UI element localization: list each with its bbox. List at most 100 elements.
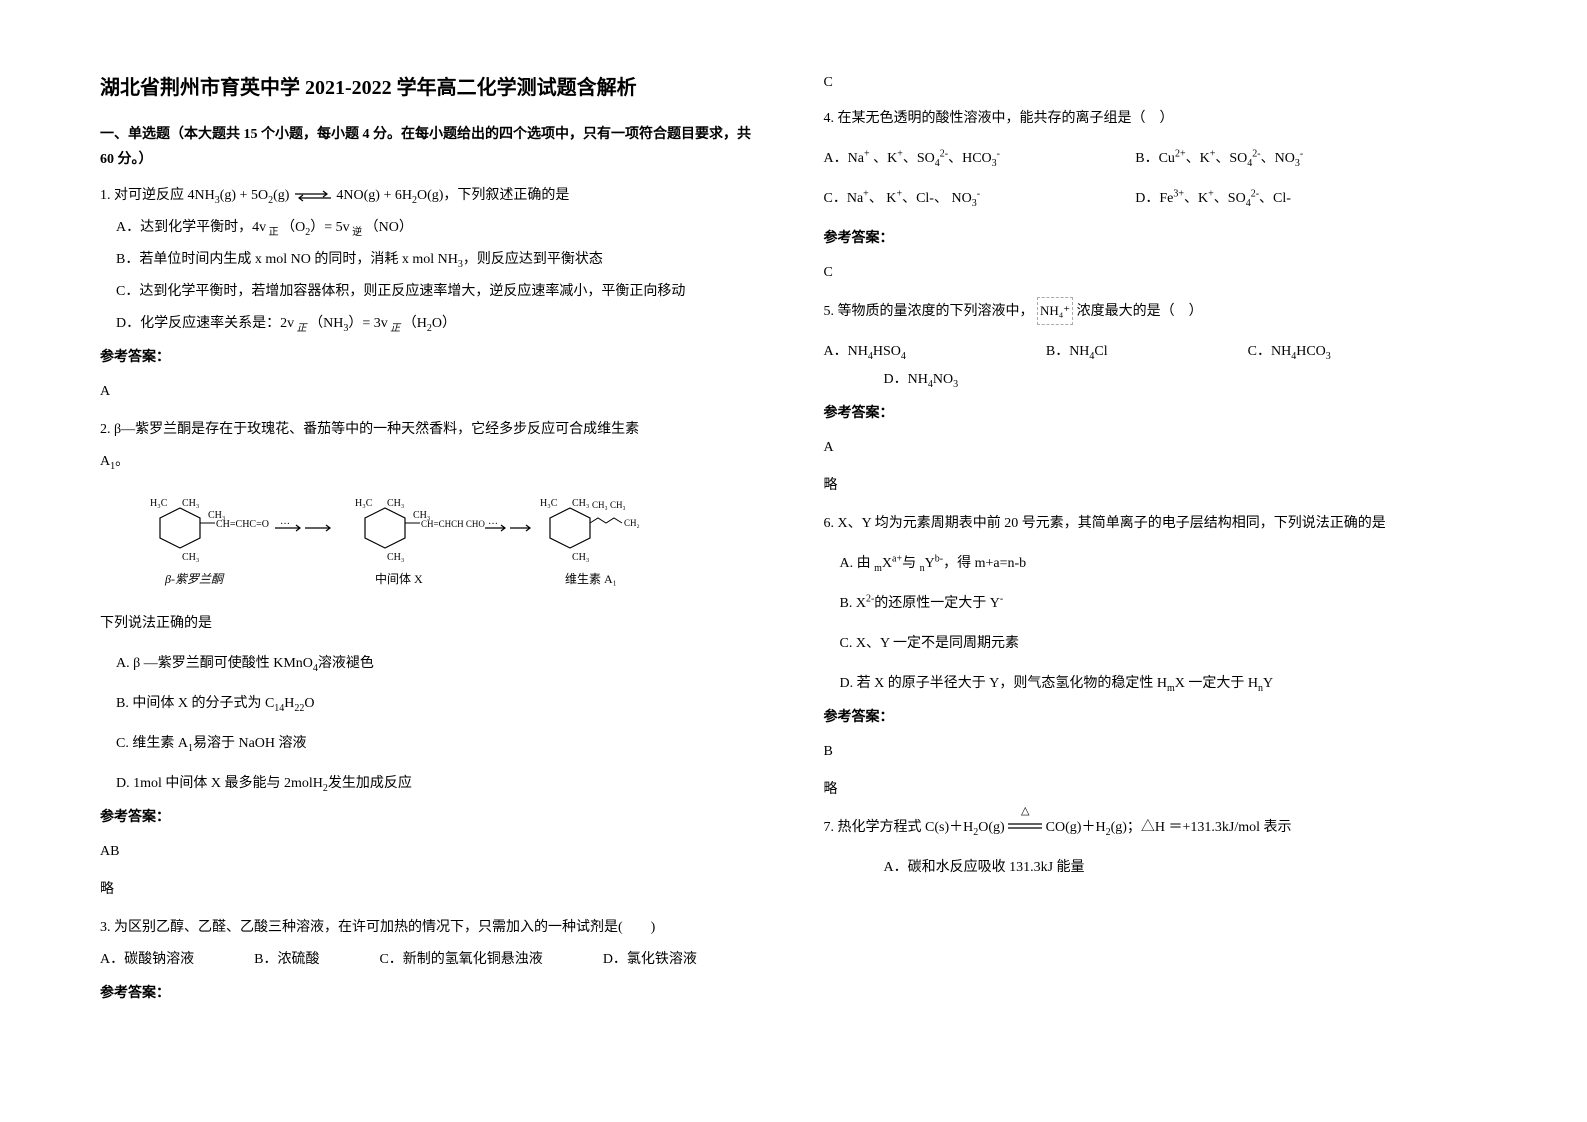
delta-symbol: △ [1008,800,1042,822]
q1-option-c: C．达到化学平衡时，若增加容器体积，则正反应速率增大，逆反应速率减小，平衡正向移… [116,278,764,306]
q2-prompt: 下列说法正确的是 [100,610,764,638]
q5-option-d: D．NH4NO3 [884,366,1488,394]
q2-reaction-diagram: H₃C CH₃ CH₃ CH=CHC=O CH₃ β-紫罗兰酮 … [120,488,764,598]
text: D. 若 X 的原子半径大于 Y，则气态氢化物的稳定性 H [840,676,1167,691]
text: C．NH [1248,344,1292,359]
question-4: 4. 在某无色透明的酸性溶液中，能共存的离子组是（ ） A．Na+ 、K+、SO… [824,105,1488,287]
text: 4NO(g) + 6H [336,188,412,203]
q1-option-a: A．达到化学平衡时，4v 正 （O2）= 5v 逆 （NO） [116,214,764,242]
text: ）= 3v [348,316,387,331]
text: D. 1mol 中间体 X 最多能与 2molH [116,776,323,791]
q3-options: A．碳酸钠溶液 B．浓硫酸 C．新制的氢氧化铜悬浊液 D．氯化铁溶液 [100,946,764,974]
svg-text:CH=CHCH CHO: CH=CHCH CHO [421,519,485,529]
svg-text:CH₃: CH₃ [182,498,199,509]
text: 5. 等物质的量浓度的下列溶液中， [824,304,1034,319]
text: 易溶于 NaOH 溶液 [193,736,307,751]
q4-option-c: C．Na+、 K+、Cl-、 NO3- [824,185,1136,213]
text: Y [1263,676,1273,691]
text: 、Cl-、 NO [902,191,972,206]
q2-answer: AB [100,838,764,866]
text: （NH [309,316,343,331]
svg-text:CH₃: CH₃ [387,498,404,509]
text: H [284,696,294,711]
q4-stem: 4. 在某无色透明的酸性溶液中，能共存的离子组是（ ） [824,105,1488,133]
answer-label: 参考答案： [824,400,1488,428]
svg-text:CH₃: CH₃ [592,500,608,510]
q2-brief: 略 [100,876,764,904]
q2-stem-line1: 2. β—紫罗兰酮是存在于玫瑰花、番茄等中的一种天然香料，它经多步反应可合成维生… [100,416,764,444]
q5-option-a: A．NH4HSO4 [824,338,906,366]
q2-option-b: B. 中间体 X 的分子式为 C14H22O [116,690,764,718]
q7-stem: 7. 热化学方程式 C(s)＋H2O(g) △ CO(g)＋H2(g)；△H ＝… [824,814,1488,842]
text: Cl [1094,344,1107,359]
text: 7. 热化学方程式 C(s)＋H [824,820,974,835]
q1-option-d: D．化学反应速率关系是：2v 正 （NH3）= 3v 正 （H2O） [116,310,764,338]
q6-option-a: A. 由 mXa+与 nYb-，得 m+a=n-b [840,550,1488,578]
q2-option-a: A. β —紫罗兰酮可使酸性 KMnO4溶液褪色 [116,650,764,678]
text: 的还原性一定大于 Y [874,596,1000,611]
question-1: 1. 对可逆反应 4NH3(g) + 5O2(g) 4NO(g) + 6H2O(… [100,182,764,406]
q4-option-a: A．Na+ 、K+、SO42-、HCO3- [824,145,1136,173]
text: A [100,454,110,469]
svg-text:CH₃: CH₃ [572,498,589,509]
svg-text:H₃C: H₃C [540,498,558,509]
heat-condition-icon: △ [1008,814,1042,842]
q6-answer: B [824,738,1488,766]
text: 、K [1186,151,1210,166]
text: （H [403,316,427,331]
text: 发生加成反应 [328,776,412,791]
text: ）= 5v [310,220,349,235]
text: B. X [840,596,866,611]
text: 与 [902,556,920,571]
svg-text:H₃C: H₃C [150,498,168,509]
text: Y [925,556,935,571]
text: （O [281,220,305,235]
q3-answer: C [824,70,1488,95]
text: A．NH [824,344,868,359]
q5-stem: 5. 等物质的量浓度的下列溶液中， NH₄⁺ 浓度最大的是（ ） [824,297,1488,326]
question-7: 7. 热化学方程式 C(s)＋H2O(g) △ CO(g)＋H2(g)；△H ＝… [824,814,1488,882]
svg-text:CH₃: CH₃ [610,500,626,510]
text: 、 K [869,191,897,206]
q3-option-c: C．新制的氢氧化铜悬浊液 [379,946,542,974]
text: C. 维生素 A [116,736,188,751]
answer-label: 参考答案： [100,344,764,372]
question-5: 5. 等物质的量浓度的下列溶液中， NH₄⁺ 浓度最大的是（ ） A．NH4HS… [824,297,1488,500]
text: ，得 m+a=n-b [943,556,1026,571]
text: 浓度最大的是（ ） [1077,304,1203,319]
svg-text:…: … [280,516,290,527]
text: 、SO [903,151,935,166]
q3-stem: 3. 为区别乙醇、乙醛、乙酸三种溶液，在许可加热的情况下，只需加入的一种试剂是(… [100,914,764,942]
text: B. 中间体 X 的分子式为 C [116,696,274,711]
question-6: 6. X、Y 均为元素周期表中前 20 号元素，其简单离子的电子层结构相同，下列… [824,510,1488,804]
q4-options-row2: C．Na+、 K+、Cl-、 NO3- D．Fe3+、K+、SO42-、Cl- [824,185,1488,213]
text: CO(g)＋H [1046,820,1106,835]
q1-option-b: B．若单位时间内生成 x mol NO 的同时，消耗 x mol NH3，则反应… [116,246,764,274]
answer-label: 参考答案： [100,804,764,832]
reaction-scheme-icon: H₃C CH₃ CH₃ CH=CHC=O CH₃ β-紫罗兰酮 … [120,488,640,598]
question-3: 3. 为区别乙醇、乙醛、乙酸三种溶液，在许可加热的情况下，只需加入的一种试剂是(… [100,914,764,1008]
q5-option-b: B．NH4Cl [1046,338,1108,366]
q1-answer: A [100,378,764,406]
text: 、HCO [948,151,992,166]
text: D．NH [884,372,928,387]
svg-text:CH₃: CH₃ [572,552,589,563]
svg-text:CH₂OH: CH₂OH [624,518,640,528]
q7-option-a: A．碳和水反应吸收 131.3kJ 能量 [884,854,1488,882]
svg-text:H₃C: H₃C [355,498,373,509]
q3-option-d: D．氯化铁溶液 [603,946,697,974]
text: A. β —紫罗兰酮可使酸性 KMnO [116,656,313,671]
text: B．Cu [1135,151,1175,166]
answer-label: 参考答案： [100,980,764,1008]
text: (g)；△H ＝+131.3kJ/mol 表示 [1111,820,1292,835]
text: (g) + 5O [220,188,268,203]
svg-text:CH₃: CH₃ [387,552,404,563]
text: 1. 对可逆反应 4NH [100,188,215,203]
text: 、K [870,151,898,166]
text: (g) [273,188,293,203]
q2-option-c: C. 维生素 A1易溶于 NaOH 溶液 [116,730,764,758]
diagram-label-2: 中间体 X [375,571,423,586]
q6-option-b: B. X2-的还原性一定大于 Y- [840,590,1488,618]
text: O） [432,316,456,331]
page-title: 湖北省荆州市育英中学 2021-2022 学年高二化学测试题含解析 [100,70,764,106]
